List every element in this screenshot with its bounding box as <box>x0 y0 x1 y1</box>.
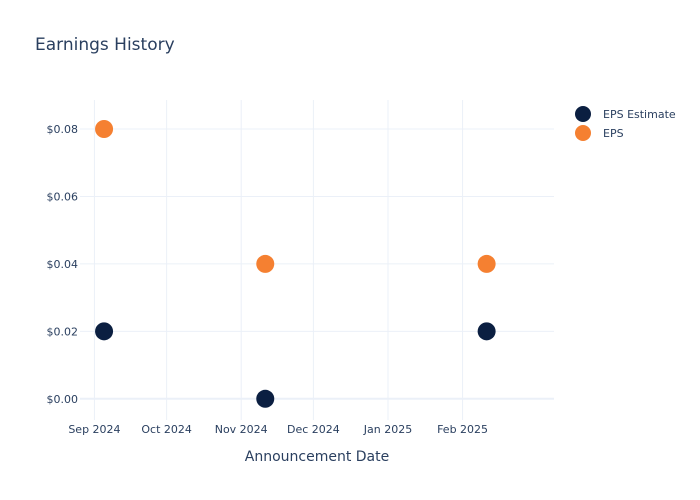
chart-title: Earnings History <box>35 35 175 55</box>
x-tick-label: Dec 2024 <box>287 423 340 436</box>
y-tick-label: $0.08 <box>47 123 79 136</box>
y-axis-ticks: $0.00 $0.02 $0.04 $0.06 $0.08 <box>47 123 79 406</box>
y-tick-label: $0.06 <box>47 190 79 203</box>
x-tick-label: Nov 2024 <box>215 423 268 436</box>
point-eps[interactable] <box>477 254 496 273</box>
x-tick-label: Oct 2024 <box>141 423 192 436</box>
x-tick-label: Feb 2025 <box>437 423 488 436</box>
x-tick-label: Jan 2025 <box>363 423 412 436</box>
legend-marker[interactable] <box>575 106 591 122</box>
y-tick-label: $0.02 <box>47 325 79 338</box>
y-tick-label: $0.00 <box>47 393 79 406</box>
x-axis-ticks: Sep 2024 Oct 2024 Nov 2024 Dec 2024 Jan 2025… <box>68 423 488 436</box>
grid-lines <box>80 100 554 420</box>
legend-marker[interactable] <box>575 125 591 141</box>
point-eps[interactable] <box>95 119 114 138</box>
point-eps-estimate[interactable] <box>256 389 275 408</box>
point-eps-estimate[interactable] <box>95 322 114 341</box>
x-axis-title: Announcement Date <box>245 449 389 465</box>
legend-label[interactable]: EPS Estimate <box>603 108 676 121</box>
point-eps-estimate[interactable] <box>477 322 496 341</box>
legend[interactable]: EPS Estimate EPS <box>575 106 676 141</box>
legend-label[interactable]: EPS <box>603 127 624 140</box>
data-points <box>95 119 496 408</box>
y-tick-label: $0.04 <box>47 258 79 271</box>
point-eps[interactable] <box>256 254 275 273</box>
x-tick-label: Sep 2024 <box>68 423 120 436</box>
